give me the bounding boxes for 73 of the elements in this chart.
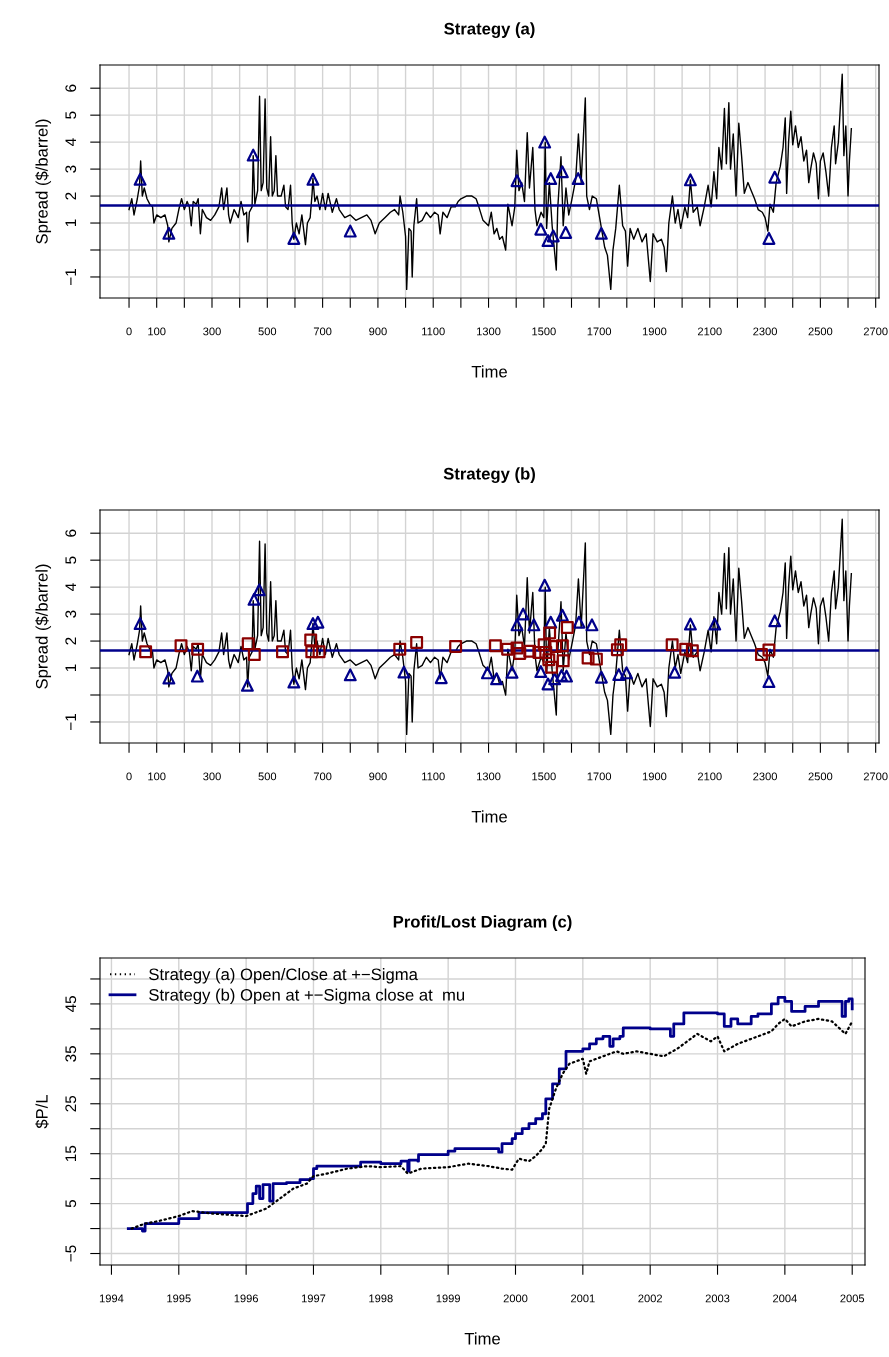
x-tick-label: 2001 [571, 1294, 595, 1303]
x-tick-label: 500 [258, 772, 277, 781]
y-tick-label: 5 [65, 556, 77, 564]
y-tick-label: 4 [65, 583, 76, 592]
legend-label: Strategy (b) Open at +−Sigma close at mu [149, 988, 465, 1005]
x-tick-label: 2100 [697, 772, 722, 781]
y-tick-label: 2 [65, 192, 76, 200]
x-tick-label: 1900 [642, 327, 667, 336]
x-tick-label: 1500 [532, 327, 556, 336]
x-axis-title: Time [464, 1332, 500, 1345]
y-tick-label: −1 [65, 714, 76, 730]
x-tick-label: 0 [126, 327, 132, 336]
x-tick-label: 2100 [697, 327, 722, 336]
x-tick-label: 700 [313, 327, 332, 336]
x-tick-label: 1100 [422, 327, 445, 336]
chart-title: Strategy (a) [444, 22, 535, 38]
y-tick-label: 5 [65, 111, 77, 119]
y-tick-label: 3 [65, 610, 77, 618]
x-tick-label: 1995 [167, 1294, 191, 1303]
y-axis-title: Spread ($/barrel) [35, 119, 52, 244]
x-tick-label: 0 [126, 772, 132, 781]
y-tick-label: 6 [65, 529, 77, 537]
x-tick-label: 1100 [422, 772, 445, 781]
y-tick-label: 2 [65, 637, 76, 645]
x-tick-label: 2000 [503, 1294, 528, 1303]
x-tick-label: 1900 [642, 772, 667, 781]
y-axis-title: $P/L [35, 1094, 49, 1129]
x-tick-label: 300 [203, 772, 221, 781]
y-tick-label: 1 [65, 664, 76, 672]
x-tick-label: 2300 [753, 772, 777, 781]
y-tick-label: 25 [65, 1095, 77, 1112]
x-tick-label: 1700 [587, 327, 612, 336]
y-tick-label: 45 [65, 996, 77, 1013]
x-tick-label: 2300 [753, 327, 777, 336]
x-tick-label: 100 [148, 327, 166, 336]
chart-title: Strategy (b) [443, 467, 535, 483]
x-tick-label: 1500 [532, 772, 556, 781]
x-tick-label: 1994 [99, 1294, 124, 1303]
y-tick-label: −5 [65, 1245, 77, 1262]
legend-label: Strategy (a) Open/Close at +−Sigma [149, 968, 418, 984]
x-tick-label: 500 [258, 327, 277, 336]
x-tick-label: 1300 [477, 772, 501, 781]
x-tick-label: 1999 [436, 1294, 460, 1303]
x-tick-label: 100 [148, 772, 166, 781]
y-tick-label: 35 [65, 1045, 77, 1062]
x-tick-label: 2500 [808, 772, 833, 781]
x-tick-label: 1300 [477, 327, 501, 336]
y-tick-label: 6 [65, 84, 77, 92]
x-tick-label: 2005 [840, 1294, 865, 1303]
y-axis-title: Spread ($/barrel) [35, 564, 52, 689]
x-tick-label: 2004 [773, 1294, 797, 1303]
x-tick-label: 1998 [369, 1294, 393, 1303]
x-tick-label: 300 [203, 327, 221, 336]
x-tick-label: 900 [369, 772, 387, 781]
x-tick-label: 2700 [863, 772, 888, 781]
y-tick-label: 15 [65, 1145, 77, 1162]
x-tick-label: 900 [369, 327, 387, 336]
chart-title: Profit/Lost Diagram (c) [393, 915, 572, 931]
x-axis-title: Time [471, 365, 507, 378]
x-axis-title: Time [471, 810, 507, 823]
x-tick-label: 1700 [587, 772, 612, 781]
x-tick-label: 700 [313, 772, 332, 781]
x-tick-label: 1997 [301, 1294, 326, 1303]
y-tick-label: 5 [65, 1199, 77, 1208]
y-tick-label: 1 [65, 219, 76, 227]
x-tick-label: 2002 [638, 1294, 662, 1303]
x-tick-label: 2700 [863, 327, 888, 336]
x-tick-label: 2500 [808, 327, 833, 336]
x-tick-label: 1996 [234, 1294, 258, 1303]
y-tick-label: 4 [65, 138, 76, 147]
x-tick-label: 2003 [705, 1294, 730, 1303]
y-tick-label: −1 [65, 269, 76, 285]
y-tick-label: 3 [65, 165, 77, 173]
